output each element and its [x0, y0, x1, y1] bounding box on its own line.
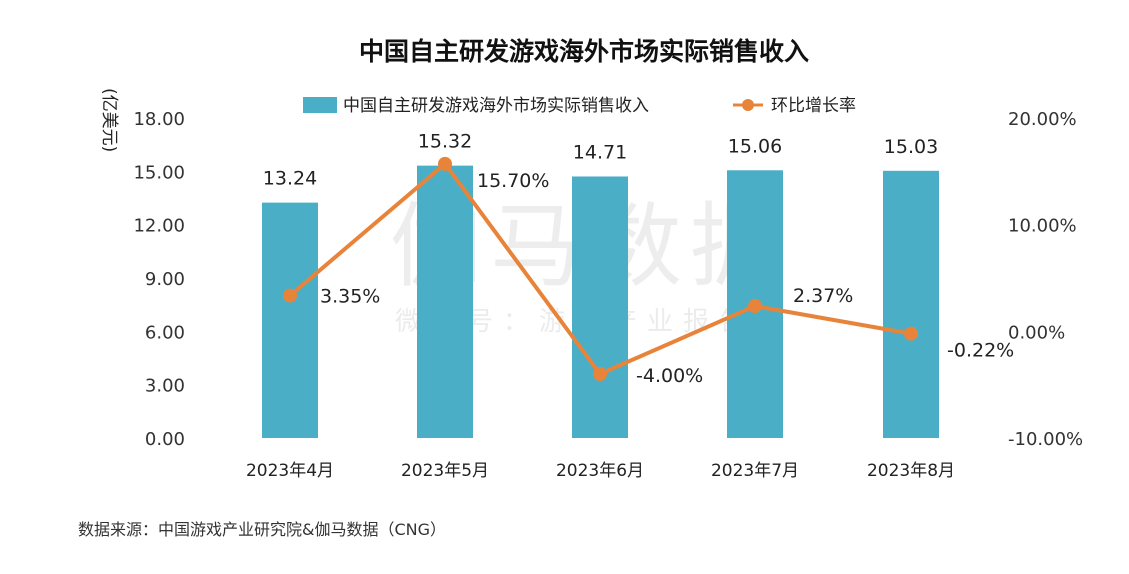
bar-value-label: 14.71 [573, 141, 627, 163]
y-axis-left: 0.00 3.00 6.00 9.00 12.00 15.00 18.00 [133, 109, 185, 450]
y-tick-label: 3.00 [145, 376, 185, 397]
y-axis-title-text: (亿美元) [99, 88, 119, 152]
y-tick-label: 6.00 [145, 322, 185, 343]
growth-point [748, 299, 762, 314]
bar-value-label: 15.03 [884, 136, 938, 158]
legend: 中国自主研发游戏海外市场实际销售收入 环比增长率 [303, 96, 856, 116]
growth-point [593, 367, 607, 381]
y-tick-label: 0.00 [145, 429, 185, 450]
legend-swatch-marker [742, 99, 754, 111]
x-tick-label: 2023年6月 [556, 461, 644, 481]
growth-value-label: -4.00% [636, 365, 703, 387]
growth-value-label: 15.70% [477, 170, 549, 192]
bar [883, 170, 939, 439]
growth-point [283, 288, 297, 303]
y-tick-label: 12.00 [133, 216, 185, 237]
growth-value-label: 2.37% [793, 285, 853, 307]
bar [417, 165, 473, 438]
growth-point [904, 326, 918, 341]
source-note: 数据来源：中国游戏产业研究院&伽马数据（CNG） [78, 520, 447, 539]
y2-tick-label: 20.00% [1008, 109, 1077, 130]
bar-value-label: 13.24 [263, 168, 317, 190]
x-tick-label: 2023年5月 [401, 461, 489, 481]
line-series: 3.35% 15.70% -4.00% 2.37% -0.22% [283, 156, 1014, 387]
x-axis: 2023年4月 2023年5月 2023年6月 2023年7月 2023年8月 [246, 461, 955, 481]
growth-value-label: 3.35% [320, 286, 380, 308]
x-tick-label: 2023年7月 [711, 461, 799, 481]
x-tick-label: 2023年4月 [246, 461, 334, 481]
y-tick-label: 9.00 [145, 269, 185, 290]
chart-title: 中国自主研发游戏海外市场实际销售收入 [359, 37, 809, 66]
bar-value-label: 15.32 [418, 131, 472, 153]
growth-value-label: -0.22% [947, 340, 1014, 362]
y2-tick-label: 10.00% [1008, 216, 1077, 237]
bar [572, 176, 628, 438]
y-axis-right: -10.00% 0.00% 10.00% 20.00% [1008, 109, 1083, 450]
y2-tick-label: 0.00% [1008, 322, 1065, 343]
legend-label-bar: 中国自主研发游戏海外市场实际销售收入 [343, 96, 649, 116]
legend-swatch-bar [303, 97, 337, 113]
legend-label-line: 环比增长率 [771, 96, 856, 116]
y-tick-label: 15.00 [133, 162, 185, 183]
growth-point [438, 156, 452, 171]
y-tick-label: 18.00 [133, 109, 185, 130]
x-tick-label: 2023年8月 [867, 461, 955, 481]
bar-value-label: 15.06 [728, 135, 782, 157]
y-axis-title: (亿美元) [99, 88, 119, 152]
y2-tick-label: -10.00% [1008, 429, 1083, 450]
bars: 13.24 15.32 14.71 15.06 15.03 [262, 131, 939, 439]
bar [262, 202, 318, 438]
